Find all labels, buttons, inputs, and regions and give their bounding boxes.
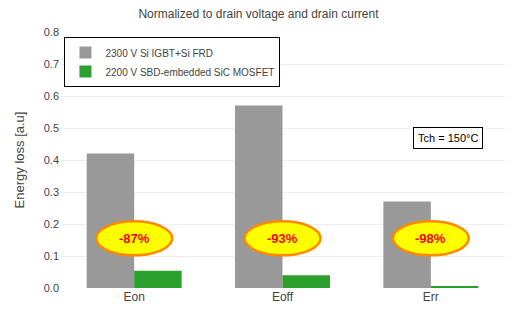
svg-text:Eoff: Eoff: [272, 290, 294, 304]
svg-text:0.8: 0.8: [44, 26, 59, 38]
svg-text:-98%: -98%: [415, 231, 446, 246]
svg-text:Eon: Eon: [123, 290, 144, 304]
svg-text:0.4: 0.4: [44, 154, 59, 166]
svg-text:2200 V SBD-embedded SiC MOSFET: 2200 V SBD-embedded SiC MOSFET: [105, 67, 274, 78]
svg-text:0.6: 0.6: [44, 90, 59, 102]
svg-text:0.5: 0.5: [44, 122, 59, 134]
svg-text:0.1: 0.1: [44, 250, 59, 262]
svg-text:0.0: 0.0: [44, 282, 59, 294]
svg-text:Energy loss [a.u]: Energy loss [a.u]: [12, 112, 27, 209]
svg-text:Err: Err: [423, 290, 439, 304]
svg-text:2300 V Si IGBT+Si FRD: 2300 V Si IGBT+Si FRD: [105, 48, 213, 59]
svg-text:-87%: -87%: [119, 231, 150, 246]
svg-text:0.3: 0.3: [44, 186, 59, 198]
svg-text:0.2: 0.2: [44, 218, 59, 230]
svg-text:0.7: 0.7: [44, 58, 59, 70]
svg-text:-93%: -93%: [267, 231, 298, 246]
svg-text:Tch = 150°C: Tch = 150°C: [418, 132, 478, 144]
svg-text:Normalized to drain voltage an: Normalized to drain voltage and drain cu…: [138, 7, 379, 21]
